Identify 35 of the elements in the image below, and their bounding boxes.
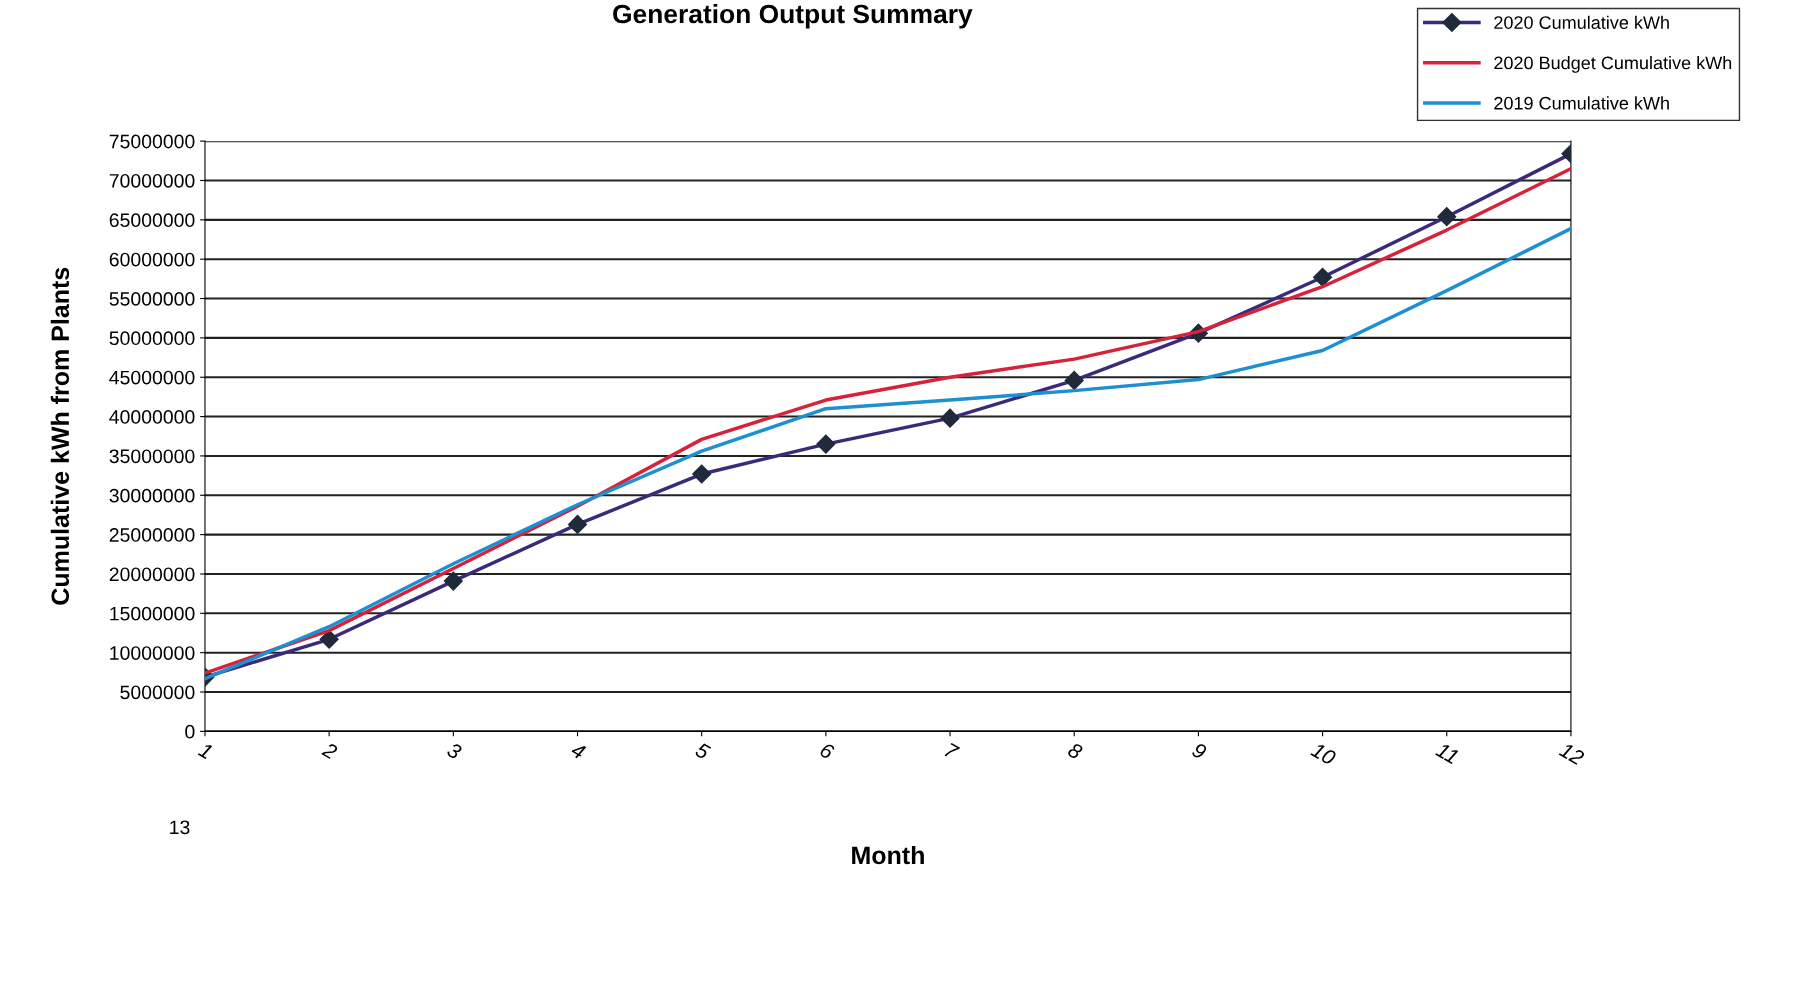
y-axis-title: Cumulative kWh from Plants: [50, 267, 70, 605]
y-tick-label: 5000000: [120, 685, 195, 700]
y-tick-label: 55000000: [109, 292, 195, 306]
y-tick-label: 15000000: [110, 606, 195, 621]
y-tick-label: 20000000: [109, 567, 195, 582]
y-tick-label: 45000000: [109, 370, 195, 385]
y-tick-label: 50000000: [109, 331, 195, 346]
y-tick-label: 0: [185, 724, 195, 739]
y-tick-label: 70000000: [109, 173, 195, 188]
y-tick-label: 25000000: [109, 528, 195, 542]
x-axis-title: Month: [852, 845, 924, 865]
x-tick-label: 10: [1310, 741, 1338, 766]
x-tick-label: 9: [1191, 741, 1208, 760]
y-tick-label: 40000000: [109, 410, 195, 424]
x-tick-label: 2: [321, 741, 339, 760]
legend-label: 2019 Cumulative kWh: [1494, 96, 1669, 110]
y-tick-label: 75000000: [109, 134, 195, 149]
x-tick-label: 5: [694, 741, 712, 761]
x-tick-label: 11: [1435, 742, 1460, 765]
x-tick-label: 4: [569, 741, 587, 760]
x-tick-label: 1: [197, 742, 213, 760]
y-tick-label: 35000000: [109, 449, 195, 464]
x-tick-label: 8: [1066, 741, 1084, 761]
y-tick-label: 10000000: [110, 646, 195, 660]
x-tick-label: 7: [944, 742, 961, 761]
x-tick-label: 3: [445, 741, 463, 761]
x-tick-label: 6: [819, 742, 836, 761]
legend-label: 2020 Budget Cumulative kWh: [1494, 56, 1732, 73]
y-tick-label: 65000000: [109, 213, 195, 228]
text: 13: [170, 820, 190, 835]
x-tick-label: 12: [1558, 741, 1586, 766]
y-tick-label: 30000000: [109, 488, 195, 503]
y-tick-label: 60000000: [109, 252, 195, 267]
chart-title: Generation Output Summary: [613, 3, 973, 29]
legend-label: 2020 Cumulative kWh: [1494, 15, 1669, 29]
